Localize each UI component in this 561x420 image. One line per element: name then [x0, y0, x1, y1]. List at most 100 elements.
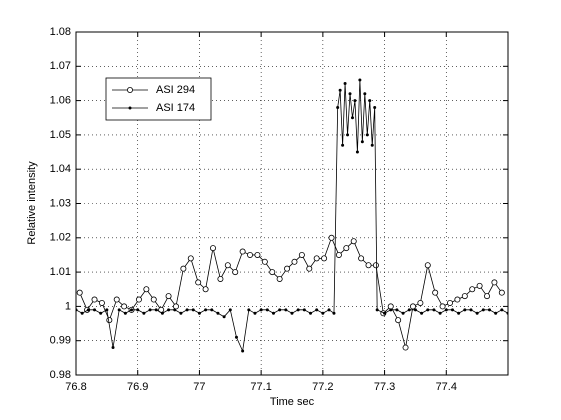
marker [165, 293, 172, 300]
marker [241, 349, 245, 353]
marker [99, 311, 103, 315]
marker [469, 308, 473, 312]
marker [341, 143, 345, 147]
marker [216, 311, 220, 315]
marker [469, 286, 476, 293]
marker [247, 251, 254, 258]
marker [375, 308, 379, 312]
legend-marker [127, 87, 134, 94]
marker [261, 258, 268, 265]
marker [136, 308, 140, 312]
plot-data [76, 78, 508, 353]
marker [389, 308, 393, 312]
marker [454, 296, 461, 303]
x-tick-label: 76.9 [127, 381, 148, 393]
marker [143, 286, 150, 293]
marker [278, 308, 282, 312]
marker [328, 234, 335, 241]
marker [432, 308, 436, 312]
y-tick-label: 1.01 [50, 266, 71, 278]
marker [365, 133, 369, 137]
y-tick-label: 0.99 [50, 335, 71, 347]
y-tick-label: 1.07 [50, 60, 71, 72]
marker [444, 308, 448, 312]
marker [269, 269, 276, 276]
marker [284, 308, 288, 312]
marker [117, 308, 121, 312]
x-tick-label: 77.1 [250, 381, 271, 393]
marker [148, 308, 152, 312]
marker [291, 258, 298, 265]
marker [195, 279, 202, 286]
marker [407, 308, 411, 312]
marker [185, 308, 189, 312]
marker [350, 116, 354, 120]
y-tick-label: 1.06 [50, 95, 71, 107]
marker [336, 105, 340, 109]
marker [313, 255, 320, 262]
marker [370, 143, 374, 147]
marker [76, 308, 78, 312]
marker [98, 299, 105, 306]
marker [346, 133, 350, 137]
marker [373, 105, 377, 109]
marker [111, 346, 115, 350]
legend: ASI 294 ASI 174 [105, 77, 212, 121]
marker [321, 311, 325, 315]
marker [160, 311, 164, 315]
marker [350, 238, 357, 245]
marker [298, 251, 305, 258]
marker [191, 308, 195, 312]
marker [348, 92, 352, 96]
marker [239, 248, 246, 255]
marker [276, 275, 283, 282]
marker [121, 303, 128, 310]
marker [309, 311, 313, 315]
marker [290, 311, 294, 315]
marker [259, 308, 263, 312]
marker [187, 255, 194, 262]
marker [402, 344, 409, 351]
marker [302, 308, 306, 312]
y-tick-label: 1.04 [50, 163, 71, 175]
marker [491, 279, 498, 286]
legend-label: ASI 294 [156, 84, 195, 96]
marker [487, 308, 491, 312]
marker [424, 262, 431, 269]
marker [355, 150, 359, 154]
marker [224, 262, 231, 269]
plot-frame [75, 31, 509, 376]
marker [450, 308, 454, 312]
marker [327, 308, 331, 312]
marker [130, 308, 134, 312]
x-axis-label: Time sec [270, 396, 315, 408]
marker [401, 311, 405, 315]
marker [368, 99, 372, 103]
marker [335, 251, 342, 258]
marker [494, 311, 498, 315]
marker [80, 311, 84, 315]
marker [500, 308, 504, 312]
marker [383, 311, 387, 315]
marker [265, 308, 269, 312]
marker [358, 255, 365, 262]
marker [123, 311, 127, 315]
y-axis-label: Relative intensity [26, 161, 38, 245]
marker [475, 311, 479, 315]
marker [420, 311, 424, 315]
marker [172, 303, 179, 310]
y-tick-label: 1 [65, 300, 71, 312]
marker [217, 275, 224, 282]
marker [506, 311, 508, 315]
marker [387, 303, 394, 310]
marker [197, 311, 201, 315]
marker [86, 308, 90, 312]
series-line [79, 236, 503, 348]
marker [343, 245, 350, 252]
marker [395, 317, 402, 324]
marker [135, 296, 142, 303]
marker [306, 265, 313, 272]
marker [476, 282, 483, 289]
